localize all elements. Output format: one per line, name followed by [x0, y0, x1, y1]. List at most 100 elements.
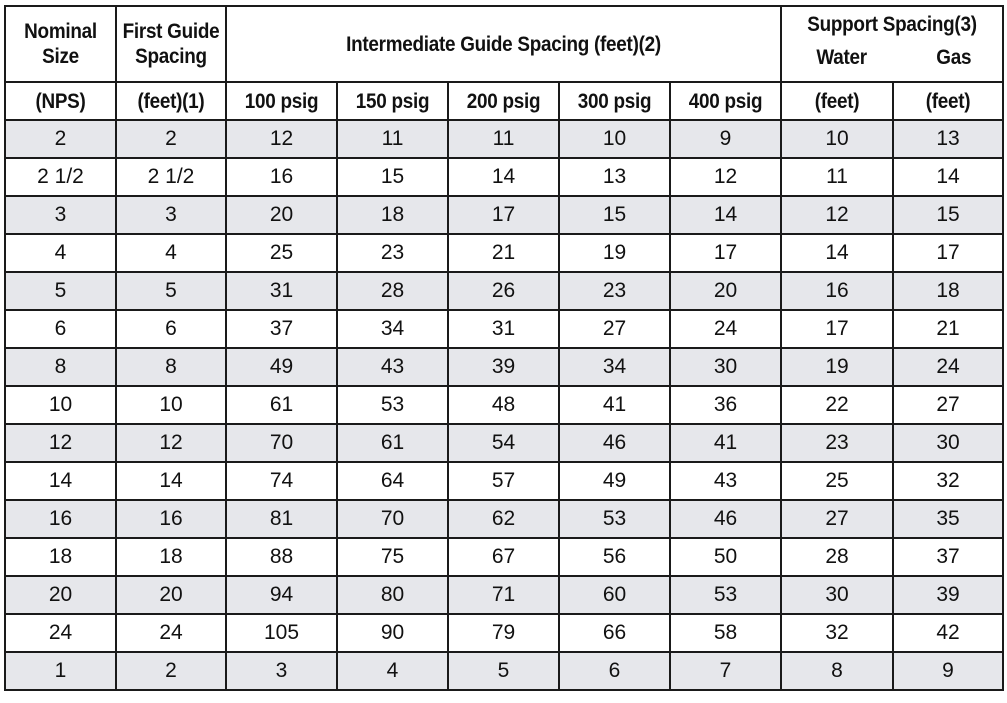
cell-support-water: 10 [780, 119, 894, 159]
cell-support-gas: 14 [892, 157, 1004, 197]
cell-support-water: 17 [780, 309, 894, 349]
cell-nominal-size: 8 [4, 347, 117, 387]
header-first-unit: (feet)(1) [120, 81, 222, 121]
cell-psig-300: 60 [558, 575, 671, 615]
cell-psig-300: 34 [558, 347, 671, 387]
cell-psig-400: 43 [669, 461, 782, 501]
cell-nominal-size: 24 [4, 613, 117, 653]
cell-support-gas: 17 [892, 233, 1004, 273]
cell-psig-300: 19 [558, 233, 671, 273]
cell-psig-400: 58 [669, 613, 782, 653]
cell-psig-400: 46 [669, 499, 782, 539]
cell-psig-100: 81 [225, 499, 338, 539]
guide-spacing-table: Nominal Size First Guide Spacing Interme… [4, 5, 1004, 691]
cell-psig-300: 41 [558, 385, 671, 425]
cell-psig-400: 36 [669, 385, 782, 425]
header-psig-150: 150 psig [341, 81, 444, 121]
header-first-guide: First Guide Spacing [120, 5, 222, 83]
cell-psig-400: 12 [669, 157, 782, 197]
cell-support-water: 16 [780, 271, 894, 311]
cell-support-water: 32 [780, 613, 894, 653]
table-row: 12 12 70 61 54 46 41 23 30 [4, 423, 1004, 463]
cell-psig-100: 105 [225, 613, 338, 653]
cell-first-guide: 12 [115, 423, 227, 463]
cell-psig-300: 6 [558, 651, 671, 691]
table-row: 2 1/2 2 1/2 16 15 14 13 12 11 14 [4, 157, 1004, 197]
cell-nominal-size: 5 [4, 271, 117, 311]
cell-first-guide: 2 1/2 [115, 157, 227, 197]
cell-support-water: 11 [780, 157, 894, 197]
header-support-water: Water [816, 46, 867, 69]
cell-psig-100: 3 [225, 651, 338, 691]
cell-support-water: 19 [780, 347, 894, 387]
header-support-gas: Gas [936, 46, 972, 69]
cell-nominal-size: 4 [4, 233, 117, 273]
cell-psig-300: 13 [558, 157, 671, 197]
header-psig-100: 100 psig [230, 81, 333, 121]
cell-nominal-size: 1 [4, 651, 117, 691]
cell-psig-100: 61 [225, 385, 338, 425]
cell-psig-200: 54 [447, 423, 560, 463]
table-row: 18 18 88 75 67 56 50 28 37 [4, 537, 1004, 577]
cell-psig-100: 94 [225, 575, 338, 615]
cell-psig-200: 39 [447, 347, 560, 387]
cell-psig-150: 28 [336, 271, 449, 311]
cell-psig-200: 17 [447, 195, 560, 235]
cell-support-water: 12 [780, 195, 894, 235]
cell-first-guide: 20 [115, 575, 227, 615]
cell-psig-400: 17 [669, 233, 782, 273]
table-row: 20 20 94 80 71 60 53 30 39 [4, 575, 1004, 615]
header-support-spacing: Support Spacing(3) Water Gas [791, 5, 993, 83]
cell-psig-200: 5 [447, 651, 560, 691]
cell-psig-100: 74 [225, 461, 338, 501]
header-first-line2: Spacing [135, 45, 207, 68]
cell-support-gas: 13 [892, 119, 1004, 159]
cell-psig-150: 90 [336, 613, 449, 653]
cell-psig-300: 23 [558, 271, 671, 311]
cell-psig-400: 41 [669, 423, 782, 463]
cell-psig-200: 21 [447, 233, 560, 273]
cell-psig-300: 49 [558, 461, 671, 501]
cell-nominal-size: 2 [4, 119, 117, 159]
table-row: 4 4 25 23 21 19 17 14 17 [4, 233, 1004, 273]
cell-nominal-size: 3 [4, 195, 117, 235]
cell-psig-200: 48 [447, 385, 560, 425]
cell-psig-200: 11 [447, 119, 560, 159]
cell-psig-200: 79 [447, 613, 560, 653]
header-row-top: Nominal Size First Guide Spacing Interme… [5, 5, 1003, 83]
cell-psig-200: 31 [447, 309, 560, 349]
header-nominal-size: Nominal Size [9, 5, 112, 83]
header-nominal-line2: Size [42, 45, 79, 68]
cell-psig-200: 67 [447, 537, 560, 577]
cell-psig-150: 4 [336, 651, 449, 691]
cell-psig-200: 26 [447, 271, 560, 311]
cell-first-guide: 4 [115, 233, 227, 273]
table-body: 2 2 12 11 11 10 9 10 13 2 1/2 2 1/2 16 15 14 13 12 11 14 3… [4, 119, 1004, 691]
cell-psig-300: 53 [558, 499, 671, 539]
header-psig-200: 200 psig [452, 81, 555, 121]
cell-psig-400: 53 [669, 575, 782, 615]
cell-first-guide: 16 [115, 499, 227, 539]
header-intermediate-guide: Intermediate Guide Spacing (feet)(2) [252, 5, 755, 83]
header-water-unit: (feet) [785, 81, 889, 121]
cell-psig-300: 27 [558, 309, 671, 349]
header-support-subheads: Water Gas [793, 45, 991, 70]
cell-psig-150: 18 [336, 195, 449, 235]
cell-psig-300: 66 [558, 613, 671, 653]
cell-psig-100: 49 [225, 347, 338, 387]
cell-psig-150: 43 [336, 347, 449, 387]
cell-first-guide: 18 [115, 537, 227, 577]
table-row: 24 24 105 90 79 66 58 32 42 [4, 613, 1004, 653]
cell-nominal-size: 16 [4, 499, 117, 539]
cell-psig-100: 37 [225, 309, 338, 349]
cell-support-gas: 35 [892, 499, 1004, 539]
header-nps: (NPS) [9, 81, 112, 121]
cell-psig-150: 80 [336, 575, 449, 615]
cell-psig-400: 30 [669, 347, 782, 387]
cell-psig-300: 10 [558, 119, 671, 159]
cell-support-gas: 18 [892, 271, 1004, 311]
cell-first-guide: 5 [115, 271, 227, 311]
cell-support-water: 14 [780, 233, 894, 273]
cell-first-guide: 24 [115, 613, 227, 653]
